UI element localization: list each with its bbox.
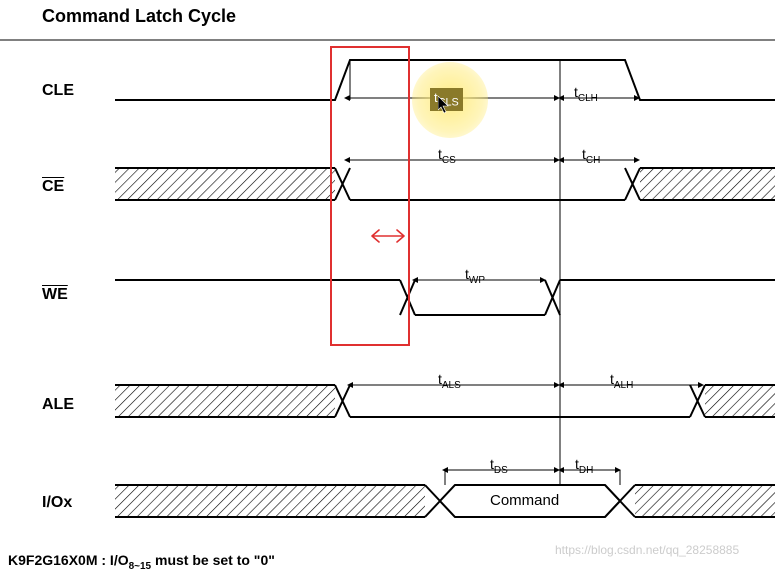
timing-tcs: tCS [438,146,456,166]
timing-tdh: tDH [575,456,593,476]
iox-command-label: Command [490,492,559,509]
timing-talh: tALH [610,371,633,391]
footnote: K9F2G16X0M : I/O8~15 must be set to "0" [8,552,275,572]
iox-waveform [115,470,775,517]
timing-tch: tCH [582,146,600,166]
timing-tals: tALS [438,371,461,391]
red-annotation-box [330,46,410,346]
timing-tds: tDS [490,456,508,476]
timing-tclh: tCLH [574,84,598,104]
label-iox: I/Ox [42,494,72,512]
watermark: https://blog.csdn.net/qq_28258885 [555,543,739,557]
label-we: WE [42,286,68,304]
timing-twp: tWP [465,266,485,286]
label-ale: ALE [42,396,74,414]
diagram-title: Command Latch Cycle [42,6,236,27]
label-ce: CE [42,178,64,196]
cursor-icon [438,96,452,116]
label-cle: CLE [42,82,74,100]
